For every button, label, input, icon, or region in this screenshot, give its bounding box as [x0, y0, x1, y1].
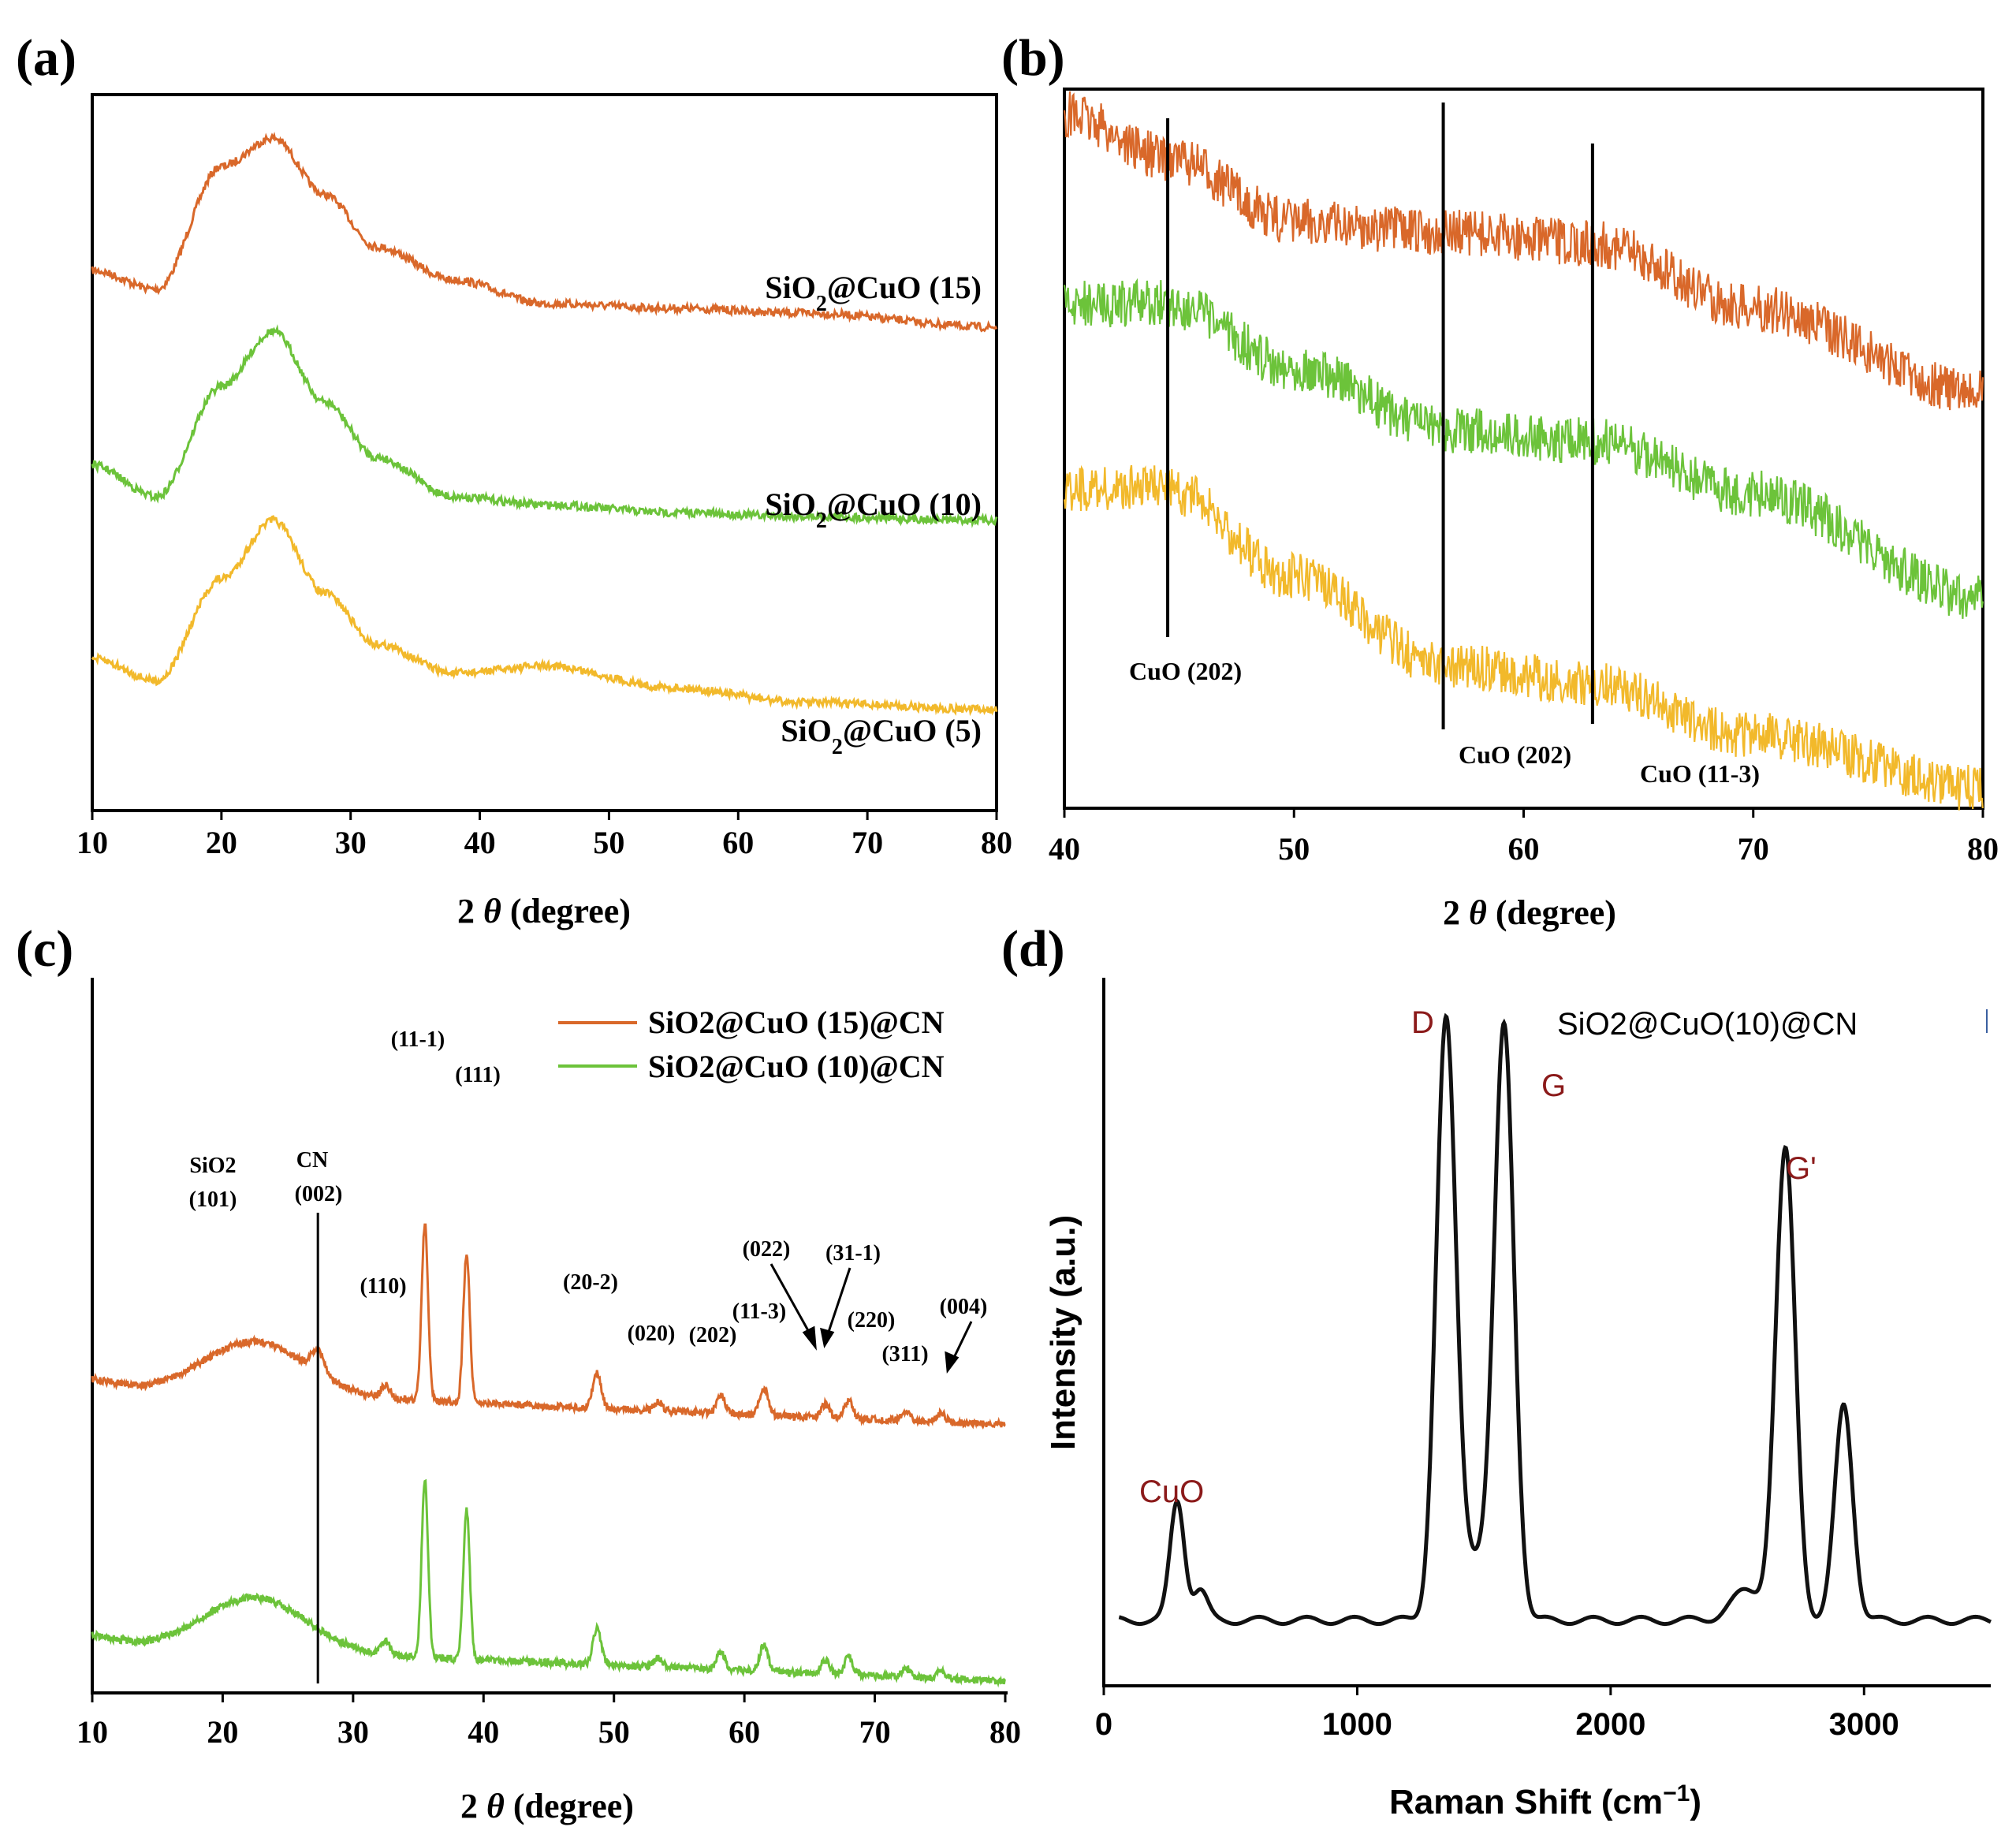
panel-c-tick-label-5: 60	[729, 1714, 760, 1750]
panel-c-arrows	[770, 1263, 973, 1374]
annot-002: (002)	[295, 1182, 343, 1206]
peak-label-11-3: (11-3)	[732, 1299, 786, 1324]
panel-c-series-1	[91, 1478, 1007, 1688]
panel-a-x-ticks: 10 20 30 40 50 60 70 80	[76, 811, 1012, 860]
panel-c-series-group	[91, 1223, 1007, 1688]
panel-d-title: SiO2@CuO(10)@CN	[1557, 1007, 1858, 1042]
panel-d-tick-label-0: 0	[1095, 1707, 1112, 1742]
arrow-31-1-head	[820, 1327, 835, 1348]
panel-b-series-0	[1063, 91, 1984, 411]
panel-d-y-axis-label: Intensity (a.u.)	[1044, 1215, 1083, 1450]
panel-d-tick-label-3: 3000	[1829, 1707, 1899, 1742]
panel-b-series-2	[1063, 464, 1984, 811]
panel-c-tick-label-2: 30	[337, 1714, 369, 1750]
panel-a-tick-label-1: 20	[206, 825, 237, 860]
panel-c-tick-label-3: 40	[468, 1714, 499, 1750]
panel-a-series-label-5: SiO2@CuO (5)	[781, 713, 982, 759]
peak-label-022: (022)	[743, 1237, 791, 1262]
panel-a-series-1	[91, 324, 998, 528]
panel-c-legend: SiO2@CuO (15)@CN SiO2@CuO (10)@CN	[558, 1005, 945, 1084]
legend-label-15: SiO2@CuO (15)@CN	[648, 1005, 945, 1040]
panel-a-series-label-10: SiO2@CuO (10)	[765, 487, 982, 533]
panel-a-x-axis-label: 2 θ (degree)	[457, 892, 631, 930]
band-label-d: D	[1411, 1005, 1434, 1040]
peak-label-202: (202)	[689, 1323, 737, 1348]
panel-c-tick-label-6: 70	[859, 1714, 891, 1750]
panel-c-tick-label-7: 80	[989, 1714, 1021, 1750]
panel-b-tick-label-0: 40	[1049, 831, 1080, 867]
panel-a-tick-label-4: 50	[593, 825, 624, 860]
panel-d-raman-curve	[1118, 1012, 1992, 1627]
panel-a-series-2	[91, 515, 998, 717]
panel-b-vline-label-2: CuO (11-3)	[1640, 759, 1760, 788]
arrow-022-head	[802, 1325, 817, 1351]
panel-b-x-ticks: 40 50 60 70 80	[1049, 808, 1999, 867]
peak-label-11-1: (11-1)	[391, 1027, 445, 1052]
panel-a-frame	[91, 93, 998, 812]
panel-b-series-1	[1063, 278, 1984, 619]
panel-b-letter: (b)	[1001, 29, 1065, 87]
panel-c-letter: (c)	[16, 920, 73, 978]
panel-a-tick-label-6: 70	[851, 825, 883, 860]
panel-c: (c) 10 20 30 40 50 60 70 80 SiO2@CuO (15)@CN Si…	[16, 920, 1021, 1825]
arrow-004-head	[945, 1351, 960, 1374]
peak-label-111: (111)	[455, 1063, 501, 1087]
panel-d: (d) 0 1000 2000 3000 SiO2@CuO(10)@CN D G G'…	[1001, 920, 1992, 1822]
arrow-31-1	[825, 1267, 851, 1340]
panel-b-tick-label-2: 60	[1508, 831, 1540, 867]
annot-sio2: SiO2	[189, 1154, 236, 1178]
panel-b-tick-label-1: 50	[1278, 831, 1310, 867]
peak-label-20-2: (20-2)	[563, 1270, 618, 1295]
panel-d-tick-label-1: 1000	[1322, 1707, 1392, 1742]
peak-label-31-1: (31-1)	[825, 1241, 881, 1266]
panel-a-series-0	[91, 132, 998, 333]
panel-a-series-label-15: SiO2@CuO (15)	[765, 270, 982, 316]
panel-a-tick-label-2: 30	[335, 825, 367, 860]
panel-a: (a) 10 20 30 40 50 60 70 80 SiO2@CuO (15) SiO2@…	[16, 29, 1012, 930]
arrow-022	[770, 1263, 815, 1341]
peak-label-110: (110)	[360, 1274, 406, 1299]
panel-b-tick-label-4: 80	[1967, 831, 1999, 867]
panel-a-tick-label-7: 80	[981, 825, 1012, 860]
panel-c-tick-label-0: 10	[76, 1714, 108, 1750]
panel-c-axes	[91, 978, 1008, 1694]
panel-a-letter: (a)	[16, 29, 76, 87]
band-label-g-prime: G'	[1786, 1151, 1817, 1186]
peak-label-004: (004)	[940, 1295, 988, 1319]
panel-b-tick-label-3: 70	[1738, 831, 1769, 867]
band-label-g: G	[1541, 1068, 1566, 1103]
panel-d-x-axis-label: Raman Shift (cm−1)	[1389, 1780, 1701, 1822]
annot-cn: CN	[296, 1148, 328, 1173]
panel-b-vlines: CuO (202) CuO (202) CuO (11-3)	[1129, 103, 1760, 788]
panel-a-tick-label-5: 60	[722, 825, 754, 860]
panel-c-x-axis-label: 2 θ (degree)	[460, 1787, 634, 1825]
panel-a-series-group	[91, 132, 998, 717]
panel-a-tick-label-0: 10	[76, 825, 108, 860]
panel-c-series-0	[91, 1223, 1006, 1430]
panel-b-vline-label-0: CuO (202)	[1129, 657, 1242, 685]
panel-d-letter: (d)	[1001, 920, 1065, 978]
peak-label-311: (311)	[881, 1342, 928, 1366]
panel-b-x-axis-label: 2 θ (degree)	[1443, 893, 1616, 932]
panel-c-tick-label-4: 50	[598, 1714, 630, 1750]
panel-b-vline-label-1: CuO (202)	[1459, 740, 1571, 769]
panel-d-axes	[1102, 978, 1991, 1687]
panel-b: (b) CuO (202) CuO (202) CuO (11-3) 40 50 60 7…	[1001, 29, 1999, 932]
panel-c-tick-label-1: 20	[207, 1714, 238, 1750]
band-label-cuo: CuO	[1139, 1475, 1204, 1509]
panel-d-x-ticks: 0 1000 2000 3000	[1095, 1686, 1899, 1742]
panel-b-series-group	[1063, 91, 1984, 811]
legend-label-10: SiO2@CuO (10)@CN	[648, 1049, 945, 1084]
peak-label-020: (020)	[628, 1322, 676, 1346]
panel-a-tick-label-3: 40	[464, 825, 496, 860]
panel-c-x-ticks: 10 20 30 40 50 60 70 80	[76, 1693, 1021, 1750]
panel-d-tick-label-2: 2000	[1575, 1707, 1645, 1742]
annot-101: (101)	[189, 1187, 237, 1212]
peak-label-220: (220)	[848, 1308, 896, 1333]
